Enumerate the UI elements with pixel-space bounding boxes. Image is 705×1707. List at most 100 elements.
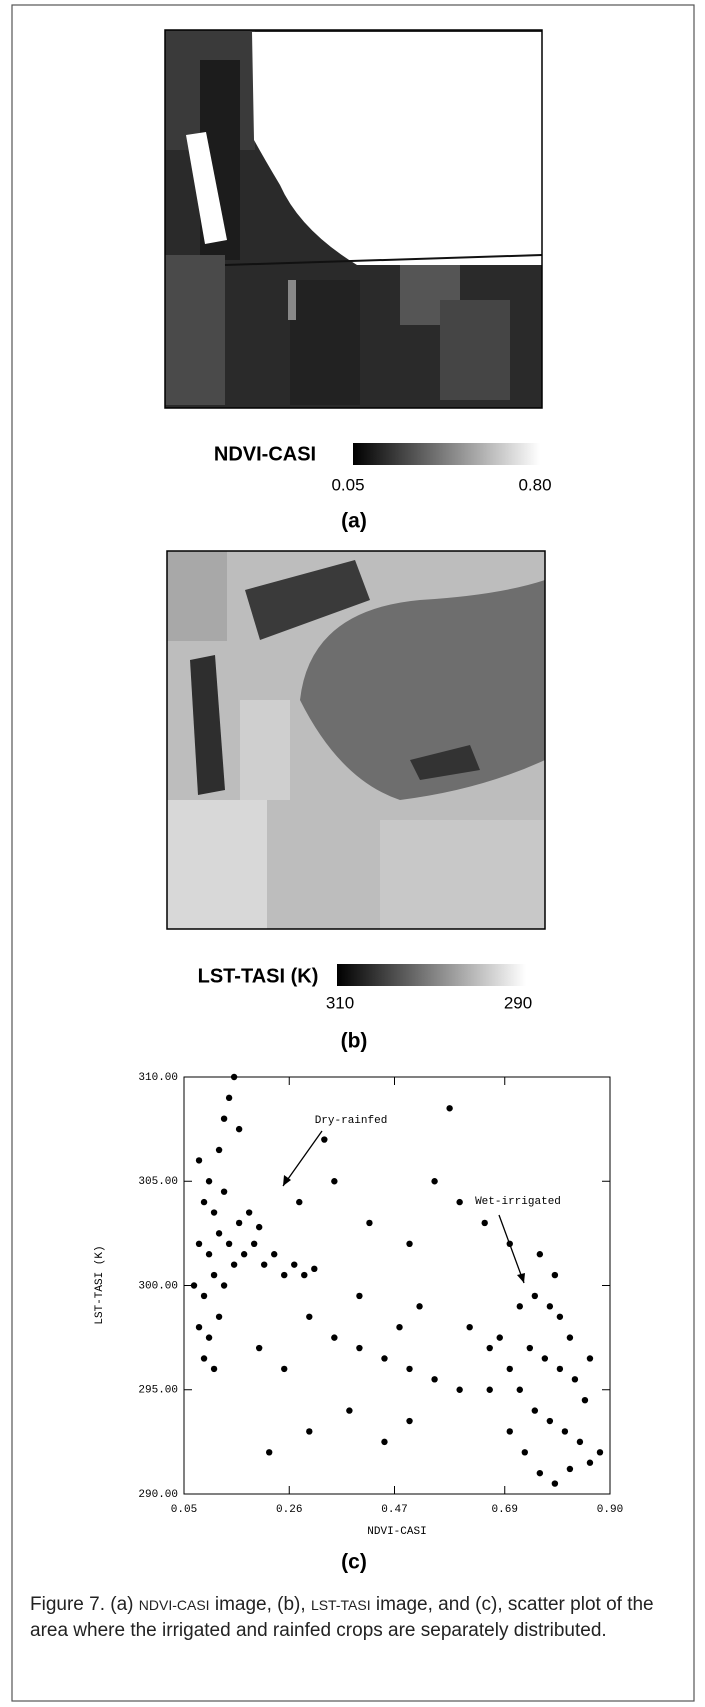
point xyxy=(236,1126,242,1132)
lst-image xyxy=(167,551,545,929)
point xyxy=(216,1147,222,1153)
x-tick-label: 0.26 xyxy=(276,1504,302,1516)
point xyxy=(517,1303,523,1309)
point xyxy=(487,1345,493,1351)
point xyxy=(221,1188,227,1194)
colorbar-min: 310 xyxy=(326,993,354,1012)
colorbar-label: LST-TASI (K) xyxy=(198,965,319,987)
point xyxy=(291,1261,297,1267)
point xyxy=(211,1209,217,1215)
point xyxy=(381,1439,387,1445)
annotation: Wet-irrigated xyxy=(475,1196,561,1208)
point xyxy=(211,1272,217,1278)
point xyxy=(507,1366,513,1372)
point xyxy=(587,1355,593,1361)
point xyxy=(537,1470,543,1476)
point xyxy=(201,1293,207,1299)
point xyxy=(246,1209,252,1215)
arrowhead xyxy=(517,1273,525,1283)
point xyxy=(431,1178,437,1184)
point xyxy=(446,1105,452,1111)
colorbar-max: 290 xyxy=(504,993,532,1012)
point xyxy=(547,1303,553,1309)
x-tick-label: 0.05 xyxy=(171,1504,197,1516)
arrow xyxy=(499,1215,524,1283)
point xyxy=(251,1241,257,1247)
point xyxy=(466,1324,472,1330)
caption-text: image, (b), xyxy=(210,1594,311,1615)
caption-text: NDVI-CASI xyxy=(139,1597,210,1613)
ndvi-image xyxy=(165,30,542,408)
x-tick-label: 0.69 xyxy=(492,1504,518,1516)
figure: NDVI-CASI 0.05 0.80 (a) LST-TASI (K) 310… xyxy=(0,0,705,1707)
point xyxy=(562,1428,568,1434)
colorbar-label: NDVI-CASI xyxy=(214,443,316,465)
point xyxy=(331,1334,337,1340)
x-tick-label: 0.47 xyxy=(381,1504,407,1516)
point xyxy=(597,1449,603,1455)
point xyxy=(206,1334,212,1340)
point xyxy=(406,1366,412,1372)
y-tick-label: 290.00 xyxy=(138,1489,178,1501)
point xyxy=(552,1480,558,1486)
point xyxy=(456,1387,462,1393)
point xyxy=(517,1387,523,1393)
point xyxy=(271,1251,277,1257)
point xyxy=(211,1366,217,1372)
point xyxy=(507,1428,513,1434)
point xyxy=(256,1345,262,1351)
caption: Figure 7. (a) NDVI-CASI image, (b), LST-… xyxy=(30,1592,680,1643)
x-tick-label: 0.90 xyxy=(597,1504,623,1516)
point xyxy=(366,1220,372,1226)
point xyxy=(201,1199,207,1205)
point xyxy=(497,1334,503,1340)
caption-text: Figure 7. (a) xyxy=(30,1594,139,1615)
point xyxy=(431,1376,437,1382)
point xyxy=(532,1407,538,1413)
point xyxy=(557,1314,563,1320)
point xyxy=(356,1293,362,1299)
point xyxy=(416,1303,422,1309)
point xyxy=(296,1199,302,1205)
point xyxy=(557,1366,563,1372)
point xyxy=(396,1324,402,1330)
point xyxy=(216,1314,222,1320)
point xyxy=(196,1241,202,1247)
colorbar-min: 0.05 xyxy=(331,475,364,494)
point xyxy=(331,1178,337,1184)
page: {"panel_a": {"colorbar_label": "NDVI-CAS… xyxy=(0,0,705,1707)
point xyxy=(281,1272,287,1278)
point xyxy=(547,1418,553,1424)
y-tick-label: 310.00 xyxy=(138,1072,178,1084)
point xyxy=(381,1355,387,1361)
point xyxy=(281,1366,287,1372)
panel-tag: (b) xyxy=(341,1030,368,1053)
point xyxy=(582,1397,588,1403)
colorbar xyxy=(353,443,540,465)
point xyxy=(567,1466,573,1472)
y-tick-label: 295.00 xyxy=(138,1385,178,1397)
x-axis-label: NDVI-CASI xyxy=(367,1526,426,1538)
annotation: Dry-rainfed xyxy=(315,1115,388,1127)
point xyxy=(507,1241,513,1247)
point xyxy=(221,1116,227,1122)
point xyxy=(311,1266,317,1272)
point xyxy=(456,1199,462,1205)
point xyxy=(301,1272,307,1278)
panel-tag: (c) xyxy=(341,1551,367,1574)
y-tick-label: 305.00 xyxy=(138,1176,178,1188)
arrow xyxy=(283,1131,322,1186)
point xyxy=(226,1241,232,1247)
point xyxy=(527,1345,533,1351)
point xyxy=(532,1293,538,1299)
point xyxy=(191,1282,197,1288)
point xyxy=(406,1241,412,1247)
point xyxy=(231,1261,237,1267)
colorbar-max: 0.80 xyxy=(518,475,551,494)
point xyxy=(537,1251,543,1257)
point xyxy=(406,1418,412,1424)
point xyxy=(196,1157,202,1163)
y-tick-label: 300.00 xyxy=(138,1280,178,1292)
point xyxy=(306,1428,312,1434)
caption-text: LST-TASI xyxy=(311,1597,371,1613)
